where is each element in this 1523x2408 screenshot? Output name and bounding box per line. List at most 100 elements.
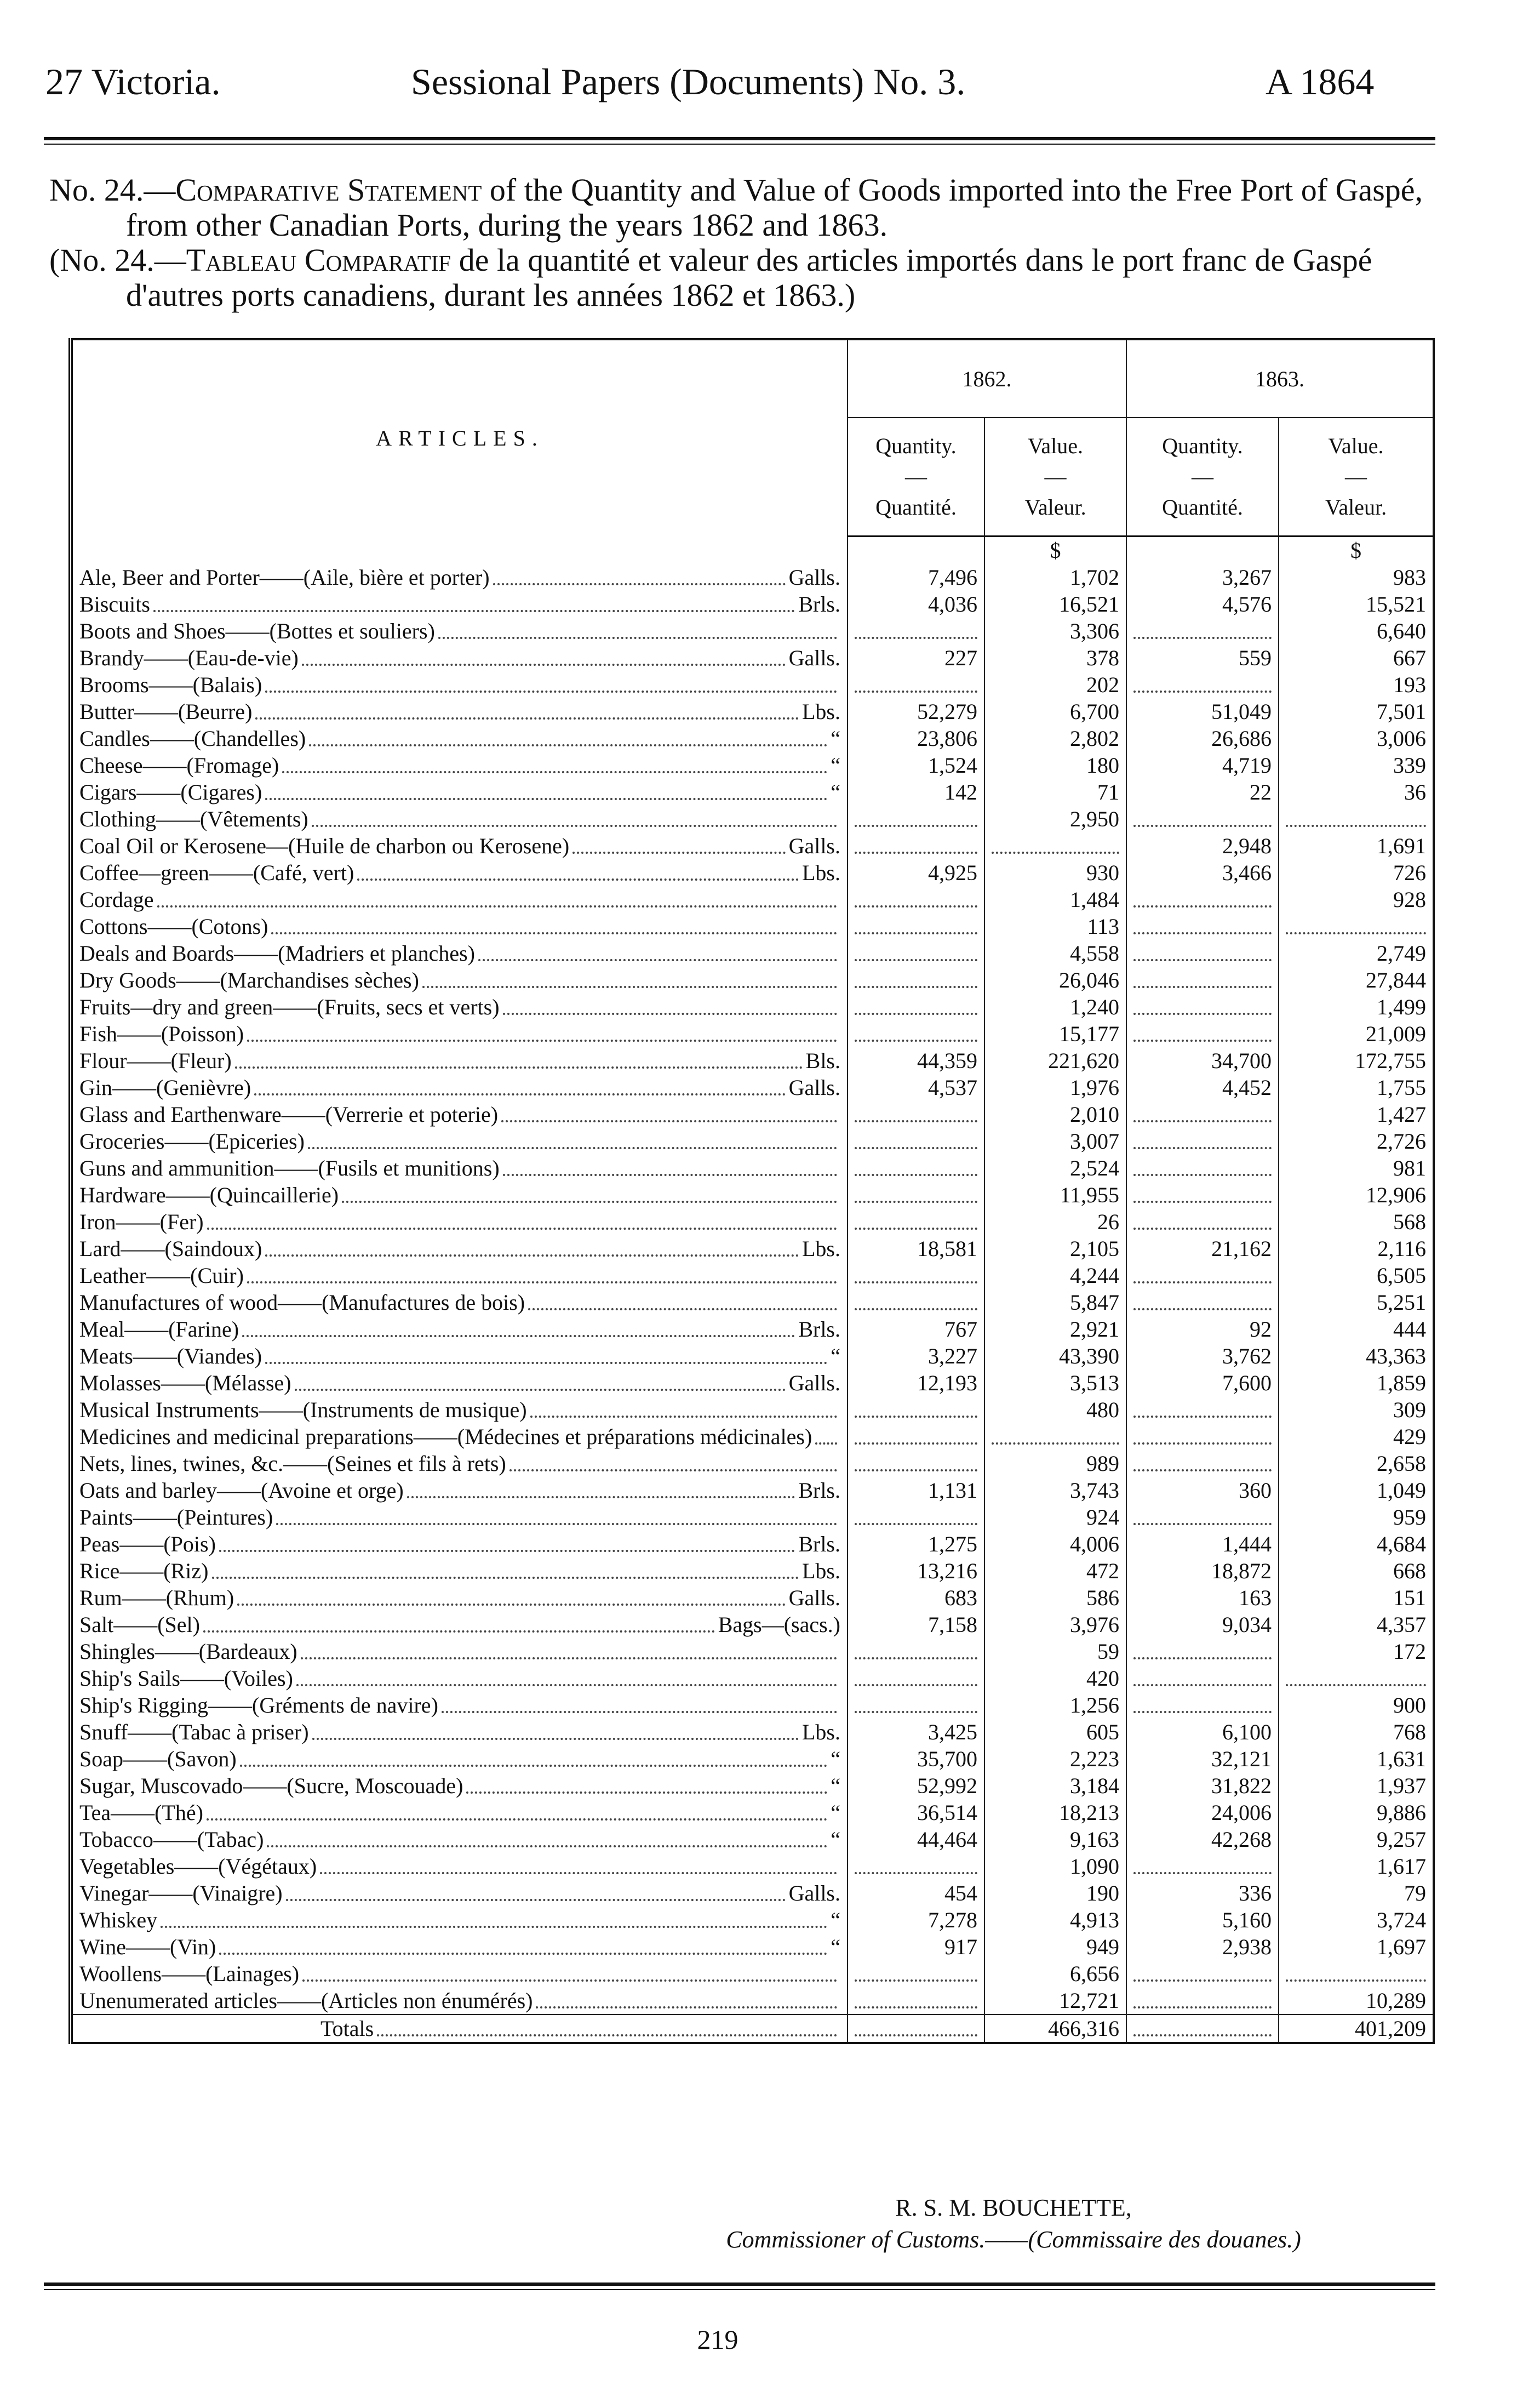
cell [1126, 1692, 1279, 1719]
row: Medicines and medicinal preparations——(M… [70, 1423, 1434, 1450]
article-name: Salt——(Sel) [79, 1612, 200, 1637]
cell: 2,950 [984, 806, 1126, 832]
dot-leader [536, 2006, 837, 2008]
dot-leader [157, 905, 837, 908]
dot-leader [855, 905, 977, 908]
cell: Paints——(Peintures) [70, 1504, 848, 1531]
cell: 4,925 [847, 859, 984, 886]
unit: Brls. [798, 592, 840, 617]
article: Whiskey “ [79, 1907, 840, 1933]
value: 928 [1393, 887, 1426, 912]
dot-leader [377, 2034, 837, 2036]
cell [1278, 913, 1434, 940]
value: 2,658 [1377, 1451, 1426, 1476]
row: Clothing——(Vêtements) 2,950 [70, 806, 1434, 832]
value: 1,131 [928, 1478, 977, 1503]
article: Ale, Beer and Porter——(Aile, bière et po… [79, 564, 840, 591]
dot-leader [501, 1120, 837, 1122]
cell: 472 [984, 1557, 1126, 1584]
article: Salt——(Sel) Bags—(sacs.) [79, 1612, 840, 1638]
value: 4,925 [928, 860, 977, 885]
article: Vegetables——(Végétaux) [79, 1853, 840, 1880]
cell: Totals [70, 2014, 848, 2043]
cell: Candles——(Chandelles) “ [70, 725, 848, 752]
cell: 12,906 [1278, 1182, 1434, 1208]
value: 1,049 [1377, 1478, 1426, 1503]
dot-leader [296, 1684, 837, 1686]
article: Fish——(Poisson) [79, 1021, 840, 1047]
cell: 18,581 [847, 1235, 984, 1262]
row: Guns and ammunition——(Fusils et munition… [70, 1155, 1434, 1182]
value: 6,100 [1222, 1720, 1272, 1744]
cell [847, 1182, 984, 1208]
dot-leader [1133, 1174, 1272, 1176]
row: Groceries——(Epiceries) 3,007 2,726 [70, 1128, 1434, 1155]
value: 26,686 [1211, 726, 1272, 751]
article-name: Cordage [79, 887, 154, 912]
cell: 7,158 [847, 1611, 984, 1638]
article: Guns and ammunition——(Fusils et munition… [79, 1155, 840, 1182]
article: Gin——(Genièvre) Galls. [79, 1075, 840, 1101]
article: Brandy——(Eau-de-vie) Galls. [79, 645, 840, 671]
value: 1,859 [1377, 1371, 1426, 1395]
value: 4,576 [1222, 592, 1272, 617]
article: Iron——(Fer) [79, 1209, 840, 1235]
value: 586 [1086, 1585, 1119, 1610]
cell: Ship's Rigging——(Gréments de navire) [70, 1692, 848, 1719]
row: Hardware——(Quincaillerie) 11,955 12,906 [70, 1182, 1434, 1208]
cell: 3,762 [1126, 1343, 1279, 1370]
value: 7,158 [928, 1612, 977, 1637]
dot-leader [1133, 1872, 1272, 1874]
column-header-fr: Quantité. [1162, 495, 1243, 520]
cell: 221,620 [984, 1047, 1126, 1074]
value: 1,524 [928, 753, 977, 778]
row: Nets, lines, twines, &c.——(Seines et fil… [70, 1450, 1434, 1477]
cell: 18,213 [984, 1799, 1126, 1826]
cell: 989 [984, 1450, 1126, 1477]
value: 221,620 [1048, 1048, 1119, 1073]
cell: 4,244 [984, 1262, 1126, 1289]
cell: 2,938 [1126, 1933, 1279, 1960]
dot-leader [509, 1469, 837, 1471]
dot-leader [855, 1147, 977, 1149]
cell [847, 1450, 984, 1477]
cell: 202 [984, 671, 1126, 698]
column-header-en: Quantity. [875, 433, 957, 458]
column-header-fr: Valeur. [1325, 495, 1387, 520]
article: Woollens——(Lainages) [79, 1961, 840, 1987]
cell: Ship's Sails——(Voiles) [70, 1665, 848, 1692]
cell: Iron——(Fer) [70, 1208, 848, 1235]
cell: Molasses——(Mélasse) Galls. [70, 1370, 848, 1396]
dot-leader [855, 1174, 977, 1176]
dot-leader [855, 637, 977, 639]
dot-leader [211, 1577, 799, 1579]
cell: 15,177 [984, 1020, 1126, 1047]
year-header: 1862. [847, 339, 1126, 418]
dot-leader [276, 1523, 837, 1525]
cell: Brooms——(Balais) [70, 671, 848, 698]
article-name: Glass and Earthenware——(Verrerie et pote… [79, 1102, 499, 1127]
article: Coffee—green——(Café, vert) Lbs. [79, 860, 840, 886]
totals-row: Totals 466,316 401,209 [70, 2014, 1434, 2043]
article-name: Iron——(Fer) [79, 1209, 204, 1234]
row: Cheese——(Fromage) “ 1,524 180 4,719 339 [70, 752, 1434, 779]
unit: “ [831, 1935, 840, 1959]
cell [984, 832, 1126, 859]
dot-leader [530, 1416, 837, 1418]
cell: Hardware——(Quincaillerie) [70, 1182, 848, 1208]
article: Clothing——(Vêtements) [79, 806, 840, 832]
article-name: Meal——(Farine) [79, 1317, 239, 1342]
article: Nets, lines, twines, &c.——(Seines et fil… [79, 1451, 840, 1477]
cell: 667 [1278, 644, 1434, 671]
cell: 4,036 [847, 591, 984, 618]
cell: 21,009 [1278, 1020, 1434, 1047]
row: Brooms——(Balais) 202 193 [70, 671, 1434, 698]
page-number: 219 [697, 2324, 738, 2355]
cell: 568 [1278, 1208, 1434, 1235]
cell: 12,193 [847, 1370, 984, 1396]
cell: $ [984, 536, 1126, 564]
unit: Lbs. [802, 1236, 840, 1261]
value: 35,700 [917, 1747, 977, 1771]
value: 1,702 [1070, 565, 1119, 590]
cell: 31,822 [1126, 1772, 1279, 1799]
